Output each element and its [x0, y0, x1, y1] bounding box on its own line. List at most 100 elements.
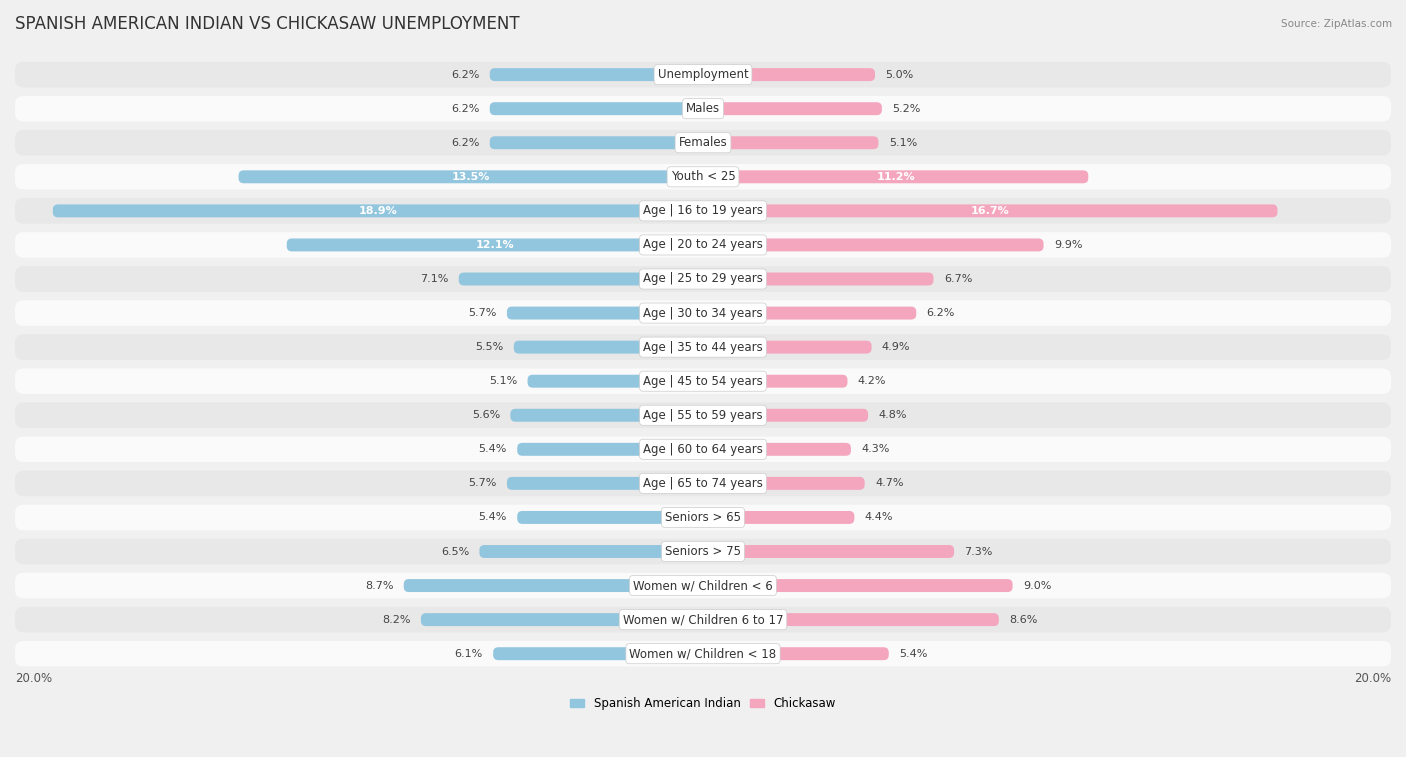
FancyBboxPatch shape: [517, 443, 703, 456]
Text: 7.1%: 7.1%: [420, 274, 449, 284]
Text: 5.1%: 5.1%: [489, 376, 517, 386]
FancyBboxPatch shape: [703, 68, 875, 81]
Text: 4.3%: 4.3%: [862, 444, 890, 454]
Text: Age | 45 to 54 years: Age | 45 to 54 years: [643, 375, 763, 388]
FancyBboxPatch shape: [239, 170, 703, 183]
FancyBboxPatch shape: [703, 443, 851, 456]
Legend: Spanish American Indian, Chickasaw: Spanish American Indian, Chickasaw: [565, 693, 841, 715]
Text: 8.6%: 8.6%: [1010, 615, 1038, 625]
FancyBboxPatch shape: [15, 130, 1391, 155]
FancyBboxPatch shape: [15, 198, 1391, 223]
FancyBboxPatch shape: [489, 136, 703, 149]
Text: Age | 55 to 59 years: Age | 55 to 59 years: [643, 409, 763, 422]
FancyBboxPatch shape: [703, 204, 1278, 217]
Text: 5.4%: 5.4%: [898, 649, 928, 659]
Text: Females: Females: [679, 136, 727, 149]
Text: 16.7%: 16.7%: [972, 206, 1010, 216]
Text: 4.9%: 4.9%: [882, 342, 910, 352]
FancyBboxPatch shape: [508, 307, 703, 319]
FancyBboxPatch shape: [703, 409, 868, 422]
FancyBboxPatch shape: [15, 403, 1391, 428]
FancyBboxPatch shape: [703, 613, 998, 626]
FancyBboxPatch shape: [15, 539, 1391, 564]
Text: Age | 25 to 29 years: Age | 25 to 29 years: [643, 273, 763, 285]
Text: Seniors > 65: Seniors > 65: [665, 511, 741, 524]
FancyBboxPatch shape: [458, 273, 703, 285]
Text: 13.5%: 13.5%: [451, 172, 489, 182]
Text: 6.2%: 6.2%: [451, 70, 479, 79]
Text: 8.2%: 8.2%: [382, 615, 411, 625]
Text: 5.2%: 5.2%: [893, 104, 921, 114]
Text: 5.7%: 5.7%: [468, 308, 496, 318]
Text: Males: Males: [686, 102, 720, 115]
Text: 11.2%: 11.2%: [876, 172, 915, 182]
Text: Age | 35 to 44 years: Age | 35 to 44 years: [643, 341, 763, 354]
Text: 9.0%: 9.0%: [1024, 581, 1052, 590]
FancyBboxPatch shape: [527, 375, 703, 388]
FancyBboxPatch shape: [703, 341, 872, 354]
FancyBboxPatch shape: [510, 409, 703, 422]
FancyBboxPatch shape: [494, 647, 703, 660]
Text: Source: ZipAtlas.com: Source: ZipAtlas.com: [1281, 19, 1392, 29]
FancyBboxPatch shape: [53, 204, 703, 217]
FancyBboxPatch shape: [703, 511, 855, 524]
FancyBboxPatch shape: [703, 579, 1012, 592]
FancyBboxPatch shape: [15, 96, 1391, 121]
FancyBboxPatch shape: [703, 477, 865, 490]
Text: 6.5%: 6.5%: [441, 547, 470, 556]
FancyBboxPatch shape: [517, 511, 703, 524]
FancyBboxPatch shape: [489, 68, 703, 81]
FancyBboxPatch shape: [15, 471, 1391, 496]
FancyBboxPatch shape: [508, 477, 703, 490]
Text: 8.7%: 8.7%: [366, 581, 394, 590]
Text: Seniors > 75: Seniors > 75: [665, 545, 741, 558]
FancyBboxPatch shape: [15, 505, 1391, 530]
Text: 6.7%: 6.7%: [943, 274, 972, 284]
Text: 5.5%: 5.5%: [475, 342, 503, 352]
FancyBboxPatch shape: [703, 545, 955, 558]
FancyBboxPatch shape: [420, 613, 703, 626]
Text: 7.3%: 7.3%: [965, 547, 993, 556]
FancyBboxPatch shape: [513, 341, 703, 354]
Text: 6.2%: 6.2%: [927, 308, 955, 318]
Text: 5.4%: 5.4%: [478, 512, 508, 522]
FancyBboxPatch shape: [15, 573, 1391, 598]
Text: Women w/ Children < 18: Women w/ Children < 18: [630, 647, 776, 660]
FancyBboxPatch shape: [15, 301, 1391, 326]
Text: Age | 20 to 24 years: Age | 20 to 24 years: [643, 238, 763, 251]
FancyBboxPatch shape: [15, 437, 1391, 462]
FancyBboxPatch shape: [489, 102, 703, 115]
Text: Unemployment: Unemployment: [658, 68, 748, 81]
Text: 5.7%: 5.7%: [468, 478, 496, 488]
FancyBboxPatch shape: [15, 607, 1391, 632]
Text: Women w/ Children < 6: Women w/ Children < 6: [633, 579, 773, 592]
Text: Age | 65 to 74 years: Age | 65 to 74 years: [643, 477, 763, 490]
Text: 18.9%: 18.9%: [359, 206, 398, 216]
FancyBboxPatch shape: [703, 102, 882, 115]
FancyBboxPatch shape: [703, 307, 917, 319]
Text: 9.9%: 9.9%: [1054, 240, 1083, 250]
Text: 4.4%: 4.4%: [865, 512, 893, 522]
FancyBboxPatch shape: [703, 170, 1088, 183]
FancyBboxPatch shape: [703, 647, 889, 660]
Text: 5.6%: 5.6%: [472, 410, 501, 420]
Text: 4.8%: 4.8%: [879, 410, 907, 420]
FancyBboxPatch shape: [479, 545, 703, 558]
FancyBboxPatch shape: [15, 641, 1391, 666]
FancyBboxPatch shape: [404, 579, 703, 592]
Text: Age | 60 to 64 years: Age | 60 to 64 years: [643, 443, 763, 456]
Text: Women w/ Children 6 to 17: Women w/ Children 6 to 17: [623, 613, 783, 626]
FancyBboxPatch shape: [15, 164, 1391, 189]
Text: 6.2%: 6.2%: [451, 138, 479, 148]
FancyBboxPatch shape: [703, 238, 1043, 251]
FancyBboxPatch shape: [15, 335, 1391, 360]
Text: 4.2%: 4.2%: [858, 376, 886, 386]
FancyBboxPatch shape: [703, 375, 848, 388]
Text: Age | 16 to 19 years: Age | 16 to 19 years: [643, 204, 763, 217]
FancyBboxPatch shape: [15, 62, 1391, 87]
Text: 4.7%: 4.7%: [875, 478, 904, 488]
Text: 5.4%: 5.4%: [478, 444, 508, 454]
Text: 6.1%: 6.1%: [454, 649, 482, 659]
Text: Age | 30 to 34 years: Age | 30 to 34 years: [643, 307, 763, 319]
Text: 20.0%: 20.0%: [15, 671, 52, 685]
